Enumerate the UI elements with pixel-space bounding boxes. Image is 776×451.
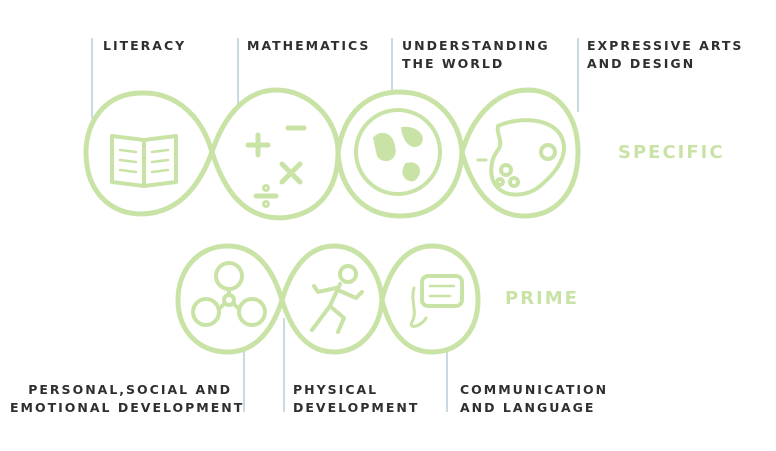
label-literacy-line-1: LITERACY: [103, 38, 187, 53]
label-physical: PHYSICAL DEVELOPMENT: [293, 381, 419, 417]
label-arts: EXPRESSIVE ARTS AND DESIGN: [587, 37, 743, 73]
prime-group-label: PRIME: [505, 288, 579, 309]
prime-loops: [175, 243, 481, 355]
label-physical-line-1: PHYSICAL: [293, 382, 379, 397]
label-communication-line-1: COMMUNICATION: [460, 382, 609, 397]
label-mathematics-line-1: MATHEMATICS: [247, 38, 371, 53]
label-world-line-2: THE WORLD: [402, 56, 505, 71]
label-personal: PERSONAL,SOCIAL AND EMOTIONAL DEVELOPMEN…: [10, 381, 245, 417]
label-communication-line-2: AND LANGUAGE: [460, 400, 596, 415]
paint-palette-icon: [476, 118, 566, 197]
loop-personal: [175, 243, 285, 355]
label-arts-line-1: EXPRESSIVE ARTS: [587, 38, 744, 53]
specific-loops: [83, 87, 581, 221]
label-world: UNDERSTANDING THE WORLD: [402, 37, 550, 73]
loop-literacy: [83, 90, 215, 217]
loop-mathematics: [209, 87, 341, 221]
globe-icon: [354, 108, 442, 196]
label-personal-line-1: PERSONAL,SOCIAL AND: [28, 382, 232, 397]
math-symbols-icon: [245, 125, 307, 208]
running-person-icon: [310, 264, 364, 334]
label-mathematics: MATHEMATICS: [247, 37, 370, 55]
speech-bubble-icon: [409, 274, 464, 328]
label-arts-line-2: AND DESIGN: [587, 56, 696, 71]
people-circles-icon: [191, 261, 267, 327]
loop-arts: [459, 87, 581, 219]
loop-communication: [379, 243, 481, 355]
open-book-icon: [110, 134, 178, 188]
label-personal-line-2: EMOTIONAL DEVELOPMENT: [10, 400, 245, 415]
label-physical-line-2: DEVELOPMENT: [293, 400, 420, 415]
leader-lines: [91, 38, 579, 412]
label-literacy: LITERACY: [103, 37, 186, 55]
label-communication: COMMUNICATION AND LANGUAGE: [460, 381, 608, 417]
label-world-line-1: UNDERSTANDING: [402, 38, 550, 53]
specific-group-label: SPECIFIC: [618, 142, 725, 163]
